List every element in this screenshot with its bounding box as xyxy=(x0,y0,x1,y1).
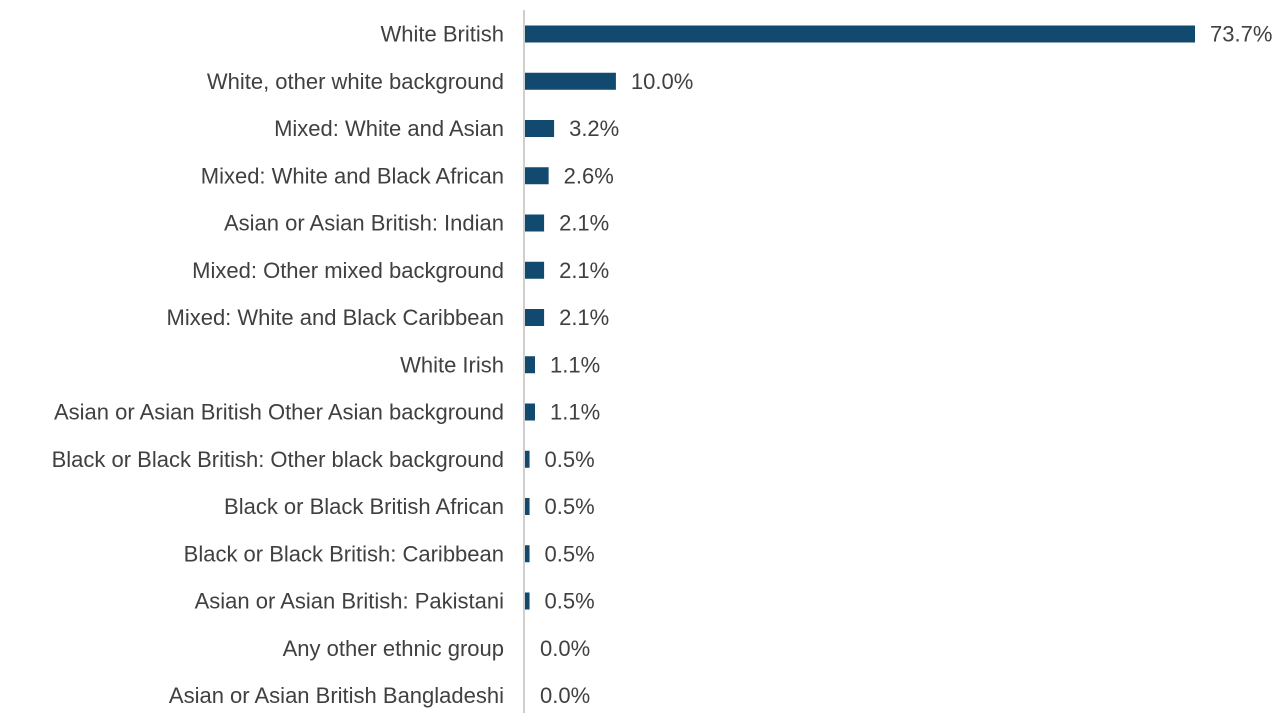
category-label: Asian or Asian British Bangladeshi xyxy=(169,683,504,708)
category-label: Black or Black British: Other black back… xyxy=(52,447,504,472)
data-label: 1.1% xyxy=(550,352,600,377)
category-label: Any other ethnic group xyxy=(283,636,504,661)
bar xyxy=(525,167,549,185)
bar xyxy=(525,356,535,374)
data-labels-layer: 73.7% 10.0% 3.2% 2.6% 2.1% 2.1% 2.1% 1.1% 1.1% 0.… xyxy=(540,22,1272,709)
data-label: 3.2% xyxy=(569,116,619,141)
data-label: 1.1% xyxy=(550,400,600,425)
bar xyxy=(525,450,530,468)
category-label: Black or Black British African xyxy=(224,494,504,519)
bar xyxy=(525,498,530,515)
data-label: 0.0% xyxy=(540,636,590,661)
data-label: 0.5% xyxy=(545,541,595,566)
data-label: 2.1% xyxy=(559,258,609,283)
bar xyxy=(525,545,530,563)
bar xyxy=(525,120,555,137)
bar xyxy=(525,592,530,610)
bar xyxy=(525,261,545,279)
bar xyxy=(525,309,545,326)
bar xyxy=(525,25,1195,43)
category-label: Mixed: Other mixed background xyxy=(192,258,504,283)
data-label: 0.5% xyxy=(545,494,595,519)
category-label: White Irish xyxy=(400,352,504,377)
category-label: Mixed: White and Black Caribbean xyxy=(167,305,505,330)
data-label: 0.5% xyxy=(545,589,595,614)
category-label: Asian or Asian British: Indian xyxy=(224,211,504,236)
data-label: 73.7% xyxy=(1210,22,1272,47)
bar xyxy=(525,214,545,232)
category-label: Mixed: White and Asian xyxy=(274,116,504,141)
category-label: White British xyxy=(381,22,504,47)
bar xyxy=(525,403,535,421)
data-label: 0.5% xyxy=(545,447,595,472)
category-labels-layer: White British White, other white backgrou… xyxy=(52,22,504,709)
category-label: Asian or Asian British: Pakistani xyxy=(195,589,504,614)
category-label: Black or Black British: Caribbean xyxy=(184,541,504,566)
data-label: 2.1% xyxy=(559,211,609,236)
data-label: 2.6% xyxy=(564,163,614,188)
data-label: 0.0% xyxy=(540,683,590,708)
bars-layer xyxy=(525,25,1195,610)
bar xyxy=(525,72,616,90)
data-label: 2.1% xyxy=(559,305,609,330)
category-label: Mixed: White and Black African xyxy=(201,163,504,188)
category-label: White, other white background xyxy=(207,69,504,94)
data-label: 10.0% xyxy=(631,69,693,94)
category-label: Asian or Asian British Other Asian backg… xyxy=(54,400,504,425)
